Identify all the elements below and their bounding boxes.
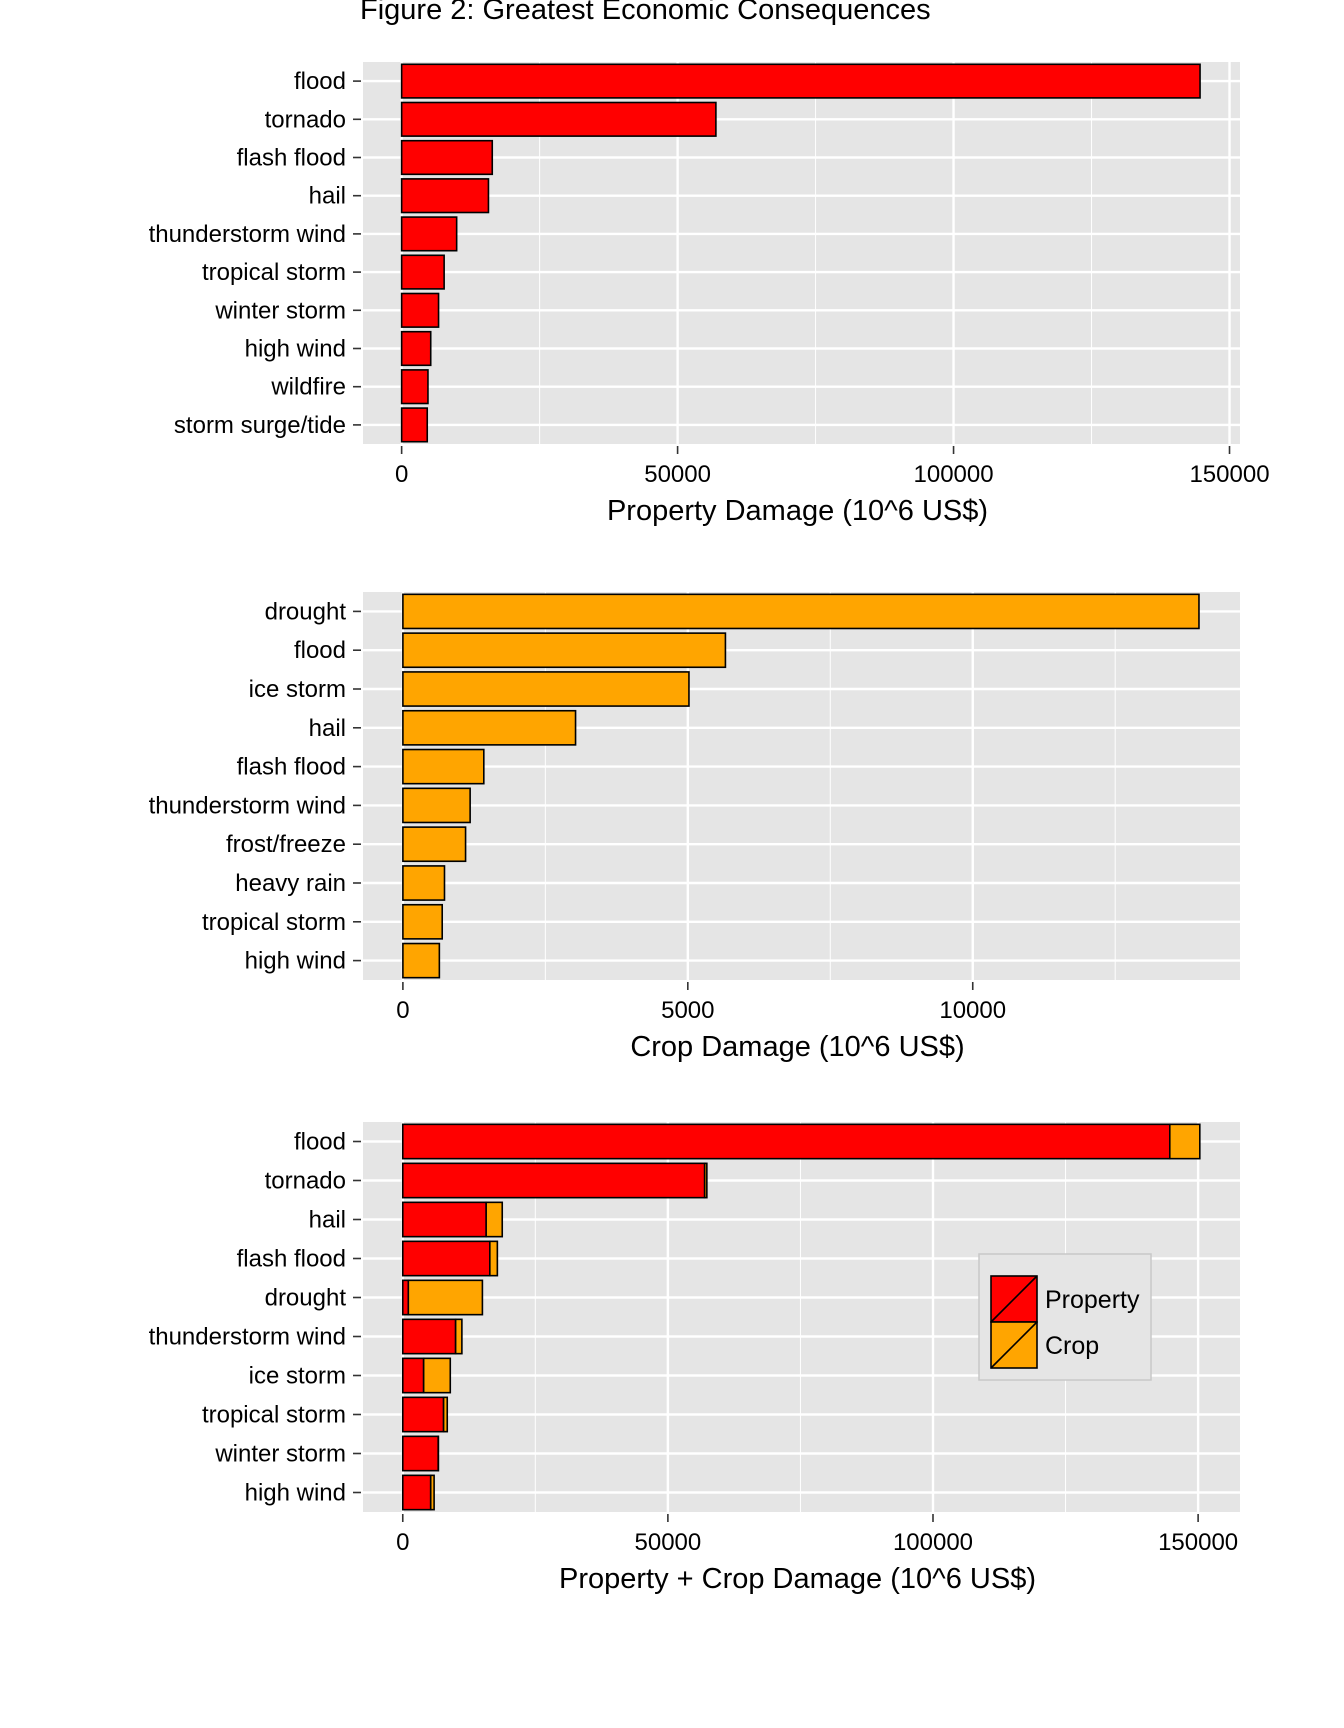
y-tick-label: drought xyxy=(265,598,347,625)
chart-1: flood tornado flash flood hail thunderstorm … xyxy=(149,62,1270,527)
bar-winter-storm xyxy=(400,292,440,328)
y-tick-label: thunderstorm wind xyxy=(149,792,346,819)
y-tick-label: flash flood xyxy=(237,1246,346,1273)
bar-flood-property xyxy=(401,1123,1171,1160)
bar-flood xyxy=(400,63,1201,99)
y-tick-label: tornado xyxy=(265,106,346,133)
y-tick-label: heavy rain xyxy=(235,870,346,897)
y-tick-label: flood xyxy=(294,1129,346,1156)
bar-tornado-property xyxy=(401,1162,706,1199)
bar-tropical-storm xyxy=(402,903,444,940)
legend: Property Crop xyxy=(978,1253,1152,1381)
y-tick-label: winter storm xyxy=(214,297,346,324)
bar-flood-crop xyxy=(1168,1123,1201,1160)
bar-flash-flood xyxy=(400,139,494,176)
bar-flash-flood xyxy=(402,748,485,785)
x-tick-label: 5000 xyxy=(661,997,714,1024)
x-axis-label: Property Damage (10^6 US$) xyxy=(607,495,988,527)
bar-storm-surge-tide xyxy=(400,407,429,443)
x-tick-label: 100000 xyxy=(893,1529,973,1556)
chart-3: flood tornado hail flash flood drought thunde… xyxy=(149,1122,1240,1595)
bar-hail-property xyxy=(401,1201,487,1238)
y-tick-label: frost/freeze xyxy=(226,831,346,858)
x-tick-label: 0 xyxy=(396,997,409,1024)
y-tick-label: hail xyxy=(309,715,346,742)
x-tick-label: 50000 xyxy=(644,461,711,488)
bar-thunderstorm-wind xyxy=(400,216,458,252)
y-tick-label: tropical storm xyxy=(202,1402,346,1429)
bar-flash-flood-property xyxy=(401,1240,491,1277)
bar-ice-storm-crop xyxy=(422,1357,452,1394)
chart-2: drought flood ice storm hail flash flood thun… xyxy=(149,592,1240,1063)
bar-frost-freeze xyxy=(402,826,467,863)
y-tick-label: flash flood xyxy=(237,145,346,172)
bar-thunderstorm-wind-crop xyxy=(454,1318,463,1355)
bar-ice-storm xyxy=(402,671,690,707)
bar-high-wind-crop xyxy=(429,1474,435,1511)
legend-label-property: Property xyxy=(1045,1286,1140,1314)
bar-drought-crop xyxy=(407,1279,484,1316)
legend-key-slash xyxy=(990,1275,1038,1323)
y-tick-label: flood xyxy=(294,637,346,664)
bar-tornado xyxy=(400,101,717,137)
bar-heavy-rain xyxy=(402,865,446,901)
bar-drought-property xyxy=(401,1279,410,1316)
y-tick-label: high wind xyxy=(245,948,346,975)
x-tick-label: 100000 xyxy=(914,461,994,488)
bar-tropical-storm-property xyxy=(401,1396,445,1433)
bar-thunderstorm-wind xyxy=(402,787,471,824)
x-tick-label: 150000 xyxy=(1158,1529,1238,1556)
y-tick-label: thunderstorm wind xyxy=(149,1324,346,1351)
bar-wildfire xyxy=(400,369,429,405)
bar-hail xyxy=(402,709,577,746)
bar-drought xyxy=(402,593,1200,630)
y-tick-label: high wind xyxy=(245,336,346,363)
bar-winter-storm-property xyxy=(401,1435,440,1472)
y-tick-label: flood xyxy=(294,68,346,95)
y-tick-label: storm surge/tide xyxy=(174,412,346,439)
bar-ice-storm-property xyxy=(401,1357,425,1394)
bar-high-wind-property xyxy=(401,1474,432,1511)
x-axis-label: Crop Damage (10^6 US$) xyxy=(630,1031,964,1063)
bar-flood xyxy=(402,632,727,669)
bar-hail-crop xyxy=(485,1201,504,1238)
bar-tropical-storm xyxy=(400,254,445,290)
x-tick-label: 10000 xyxy=(939,997,1006,1024)
bar-tornado-crop xyxy=(703,1162,708,1199)
y-tick-label: hail xyxy=(309,183,346,210)
y-tick-label: tropical storm xyxy=(202,259,346,286)
y-tick-label: winter storm xyxy=(214,1441,346,1468)
y-tick-label: flash flood xyxy=(237,754,346,781)
bar-high-wind xyxy=(400,330,432,367)
y-tick-label: drought xyxy=(265,1285,347,1312)
bar-thunderstorm-wind-property xyxy=(401,1318,457,1355)
y-tick-label: hail xyxy=(309,1207,346,1234)
x-tick-label: 0 xyxy=(395,461,408,488)
bar-hail xyxy=(400,178,490,214)
y-tick-label: ice storm xyxy=(249,676,346,703)
bar-high-wind xyxy=(402,942,441,979)
bar-flash-flood-crop xyxy=(489,1240,499,1277)
y-tick-label: ice storm xyxy=(249,1363,346,1390)
x-axis-label: Property + Crop Damage (10^6 US$) xyxy=(559,1563,1036,1595)
x-tick-label: 50000 xyxy=(635,1529,702,1556)
legend-key-slash xyxy=(990,1321,1038,1369)
y-tick-label: tornado xyxy=(265,1168,346,1195)
y-tick-label: wildfire xyxy=(270,374,346,401)
x-tick-label: 150000 xyxy=(1189,461,1269,488)
x-tick-label: 0 xyxy=(396,1529,409,1556)
legend-label-crop: Crop xyxy=(1045,1332,1099,1360)
figure-title: Figure 2: Greatest Economic Consequences xyxy=(360,0,931,26)
y-tick-label: high wind xyxy=(245,1480,346,1507)
y-tick-label: thunderstorm wind xyxy=(149,221,346,248)
bar-tropical-storm-crop xyxy=(442,1396,449,1433)
y-tick-label: tropical storm xyxy=(202,909,346,936)
